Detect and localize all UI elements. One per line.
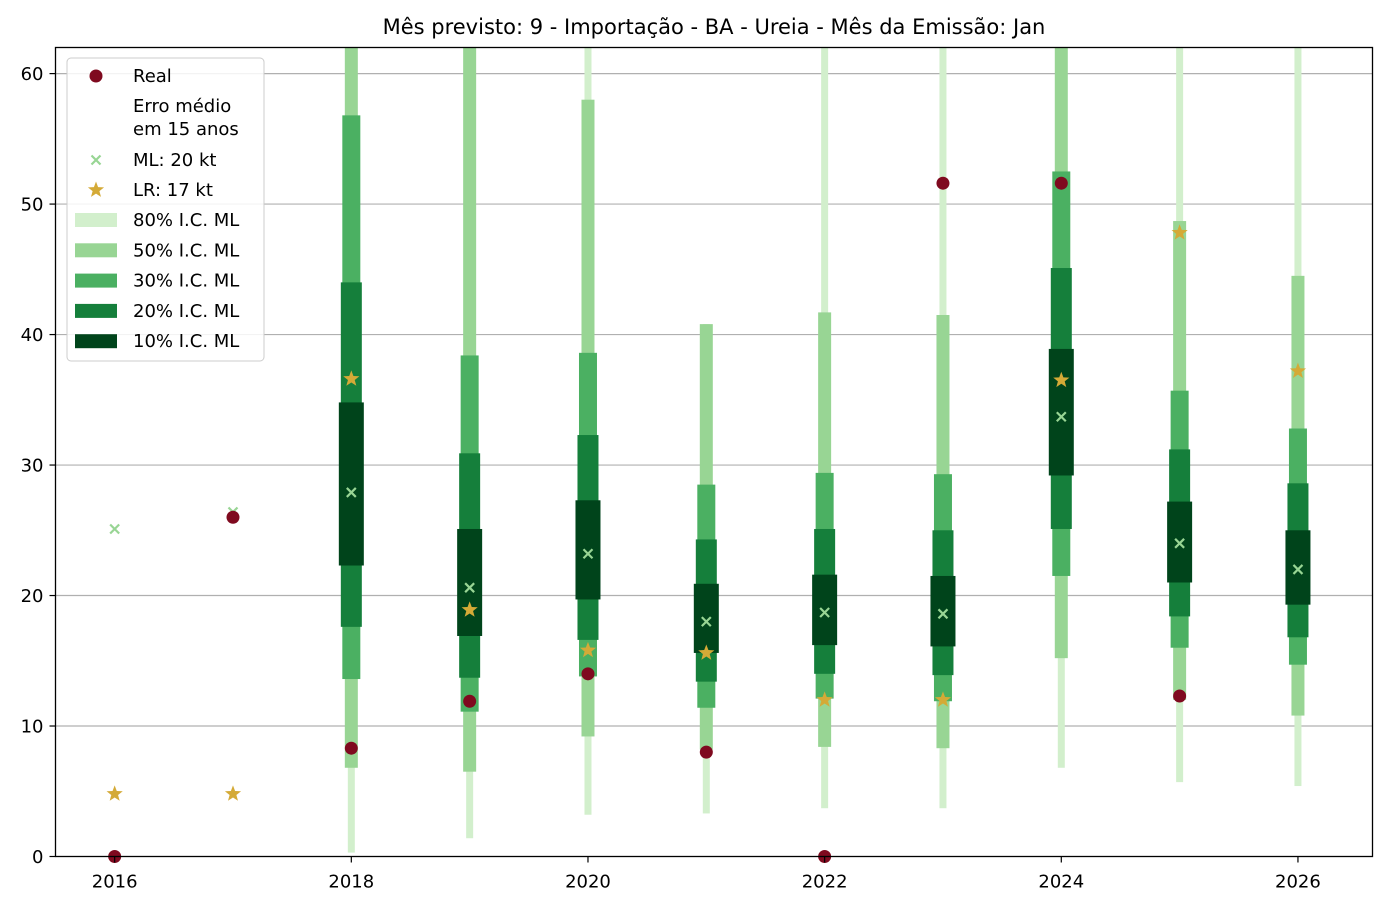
ml-point — [1292, 564, 1304, 575]
interval-ci10-bar — [575, 500, 601, 600]
plot-frame — [54, 46, 1374, 858]
legend-ci20-label: 20% I.C. ML — [133, 301, 239, 322]
lr-point — [698, 644, 715, 660]
ml-point — [937, 608, 949, 620]
lr-point — [934, 691, 952, 707]
legend-ci20-swatch — [75, 303, 117, 318]
lr-point — [343, 370, 360, 386]
interval-ci10-bar — [693, 583, 719, 653]
legend-ci10-swatch — [75, 334, 117, 349]
lr-point — [106, 785, 123, 801]
legend-ci80-label: 80% I.C. ML — [133, 210, 239, 231]
ml-point — [582, 548, 594, 560]
real-point — [344, 741, 358, 755]
real-point — [699, 745, 713, 759]
lr-point — [1053, 371, 1070, 388]
legend-real-marker — [89, 69, 103, 83]
lr-point — [579, 641, 597, 658]
real-point — [226, 510, 240, 524]
interval-ci10-bar — [930, 575, 956, 647]
interval-ci10-bar — [812, 574, 838, 646]
real-point — [1054, 176, 1068, 190]
legend-ci50-swatch — [75, 243, 117, 258]
legend-ci30-label: 30% I.C. ML — [133, 271, 239, 292]
ml-point — [1056, 411, 1067, 423]
lr-point — [816, 691, 833, 707]
ml-point — [346, 487, 357, 498]
legend-ci80-swatch — [75, 213, 117, 227]
ml-point — [1174, 538, 1185, 549]
y-tick-label: 0 — [32, 847, 43, 868]
y-tick-label: 30 — [21, 456, 44, 477]
interval-ci10-bar — [1285, 530, 1311, 605]
y-tick-label: 40 — [21, 325, 44, 346]
y-tick-label: 60 — [21, 64, 44, 85]
grid — [55, 72, 1373, 727]
x-tick-label: 2022 — [802, 872, 848, 893]
interval-ci10-bar — [338, 402, 364, 566]
x-tick-label: 2024 — [1038, 872, 1084, 893]
lr-point — [1289, 362, 1307, 378]
ml-point — [819, 607, 830, 618]
x-tick-label: 2018 — [328, 872, 374, 893]
legend-ml-label: ML: 20 kt — [133, 150, 216, 171]
intervals — [338, 47, 1311, 853]
legend-ci30-swatch — [75, 273, 117, 288]
legend-lr-marker — [87, 181, 105, 197]
ticks: 2016 2018 2020 2022 2024 2026 0 10 20 30 40 50 60 — [21, 64, 1321, 892]
lr-point — [224, 785, 242, 801]
x-tick-label: 2020 — [565, 872, 611, 893]
chart-title: Mês previsto: 9 - Importação - BA - Urei… — [383, 15, 1046, 39]
legend-lr-label: LR: 17 kt — [133, 180, 213, 201]
y-tick-label: 20 — [21, 586, 44, 607]
legend-real-label: Real — [133, 66, 172, 87]
ml-point — [464, 582, 475, 593]
ml-point — [701, 616, 712, 627]
y-tick-label: 50 — [21, 195, 44, 216]
ml-point — [109, 523, 120, 535]
legend-erro-header-line: em 15 anos — [133, 119, 239, 140]
lr-point — [1171, 224, 1188, 240]
real-point — [581, 667, 595, 681]
x-tick-label: 2026 — [1275, 872, 1321, 893]
real-point — [936, 176, 950, 190]
legend-erro-header-line: Erro médio — [133, 96, 231, 117]
lr-point — [461, 601, 478, 617]
real-point — [1173, 689, 1187, 703]
markers — [106, 176, 1307, 863]
legend-ci10-label: 10% I.C. ML — [133, 331, 239, 352]
interval-ci10-bar — [1048, 348, 1074, 476]
x-tick-label: 2016 — [92, 872, 138, 893]
legend-ci50-label: 50% I.C. ML — [133, 240, 239, 261]
interval-ci10-bar — [457, 528, 483, 636]
y-tick-label: 10 — [21, 717, 44, 738]
legend-ml-marker — [90, 154, 102, 166]
real-point — [463, 694, 477, 708]
